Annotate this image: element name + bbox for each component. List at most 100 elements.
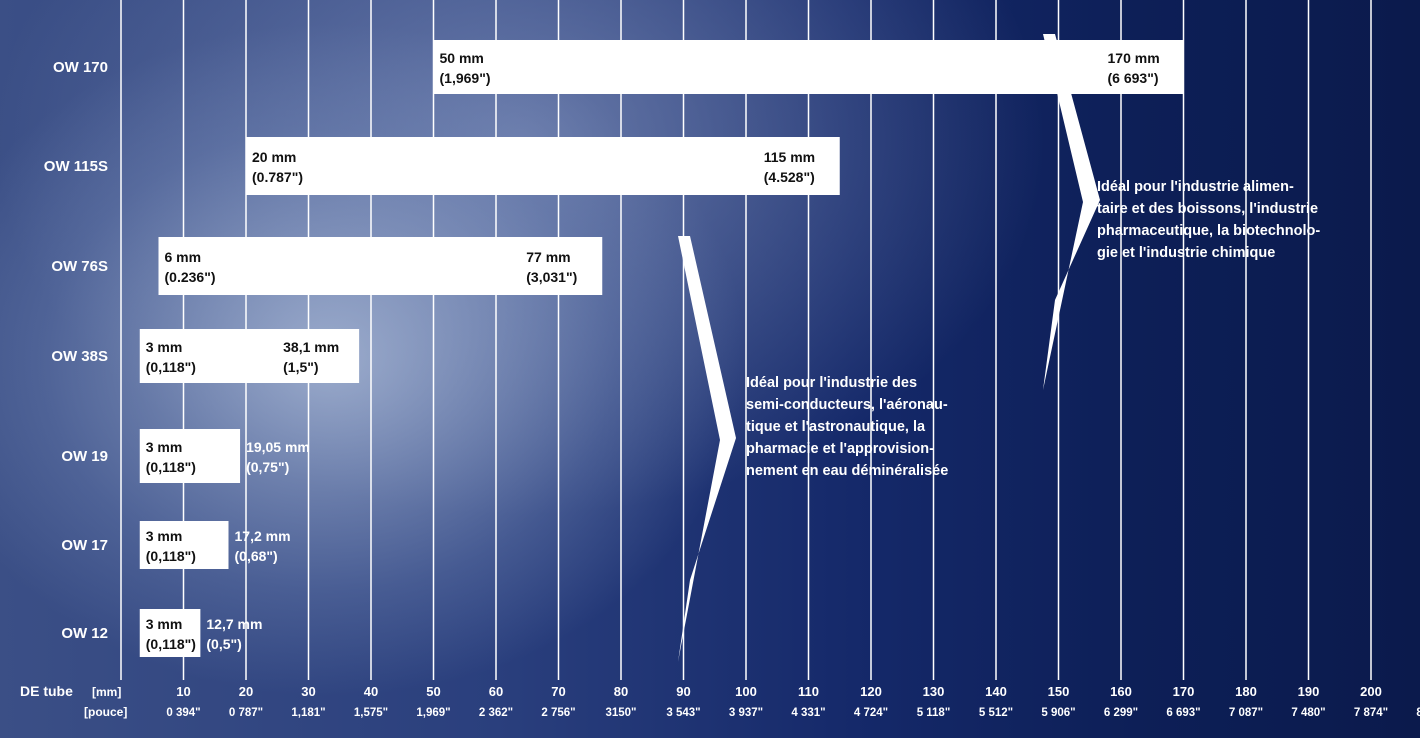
range-bar (139, 429, 241, 483)
callout-line: pharmaceutique, la biotechnolo- (1097, 223, 1321, 239)
max-value-label: 12,7 mm (206, 616, 262, 632)
min-value-label: (0,118") (146, 548, 196, 564)
tick-label-inch: 5 512" (979, 707, 1013, 719)
max-value-label: (6 693") (1108, 70, 1159, 86)
min-value-label: 6 mm (165, 249, 202, 265)
tick-label-mm: 70 (551, 684, 565, 699)
max-value-label: (1,5") (283, 359, 318, 375)
chevron-arrow-upper (1043, 34, 1100, 390)
callout-line: nement en eau déminéralisée (746, 463, 949, 479)
row-label: OW 17 (61, 537, 108, 554)
range-bar (139, 609, 201, 657)
tick-label-inch: 6 693" (1166, 707, 1200, 719)
tick-labels: 10 0 394" 20 0 787" 30 1,181" 40 1,575" 50 1,969"… (166, 684, 1420, 719)
min-value-label: (0.236") (165, 269, 216, 285)
tick-label-inch: 2 756" (541, 707, 575, 719)
max-value-label: (0,75") (246, 459, 289, 475)
tick-label-mm: 110 (798, 684, 819, 699)
bars: 50 mm (1,969") 170 mm (6 693") 20 mm (0.787")… (139, 40, 1184, 657)
tick-label-mm: 130 (923, 684, 945, 699)
tick-label-mm: 80 (614, 684, 628, 699)
tick-label-mm: 40 (364, 684, 378, 699)
tick-label-inch: 7 874" (1354, 707, 1388, 719)
callout-line: gie et l'industrie chimique (1097, 245, 1276, 261)
tick-label-mm: 180 (1235, 684, 1257, 699)
max-value-label: 19,05 mm (246, 439, 310, 455)
tick-label-mm: 190 (1298, 684, 1320, 699)
range-bar (158, 237, 603, 295)
row-label: OW 76S (51, 258, 108, 275)
callout-line: Idéal pour l'industrie alimen- (1097, 179, 1294, 195)
tick-label-inch: 4 331" (791, 707, 825, 719)
chevron-arrow-lower (678, 236, 736, 662)
max-value-label: (0,5") (206, 636, 241, 652)
tick-label-inch: 0 394" (166, 707, 200, 719)
range-bar (433, 40, 1184, 94)
min-value-label: 3 mm (146, 439, 183, 455)
tick-label-mm: 60 (489, 684, 503, 699)
row-label: OW 115S (44, 158, 108, 175)
max-value-label: 17,2 mm (235, 528, 291, 544)
callout-semiconductor: Idéal pour l'industrie des semi-conducte… (746, 372, 1046, 482)
min-value-label: (0,118") (146, 359, 196, 375)
tick-label-mm: 200 (1360, 684, 1382, 699)
max-value-label: 77 mm (526, 249, 570, 265)
range-bar (246, 137, 840, 195)
tick-label-inch: 3 937" (729, 707, 763, 719)
max-value-label: 38,1 mm (283, 339, 339, 355)
tick-label-inch: 8 268" (1416, 707, 1420, 719)
tick-label-mm: 170 (1173, 684, 1195, 699)
min-value-label: 3 mm (146, 616, 183, 632)
row-labels: OW 170 OW 115S OW 76S OW 38S OW 19 OW 17 OW 12 (44, 59, 108, 642)
row-label: OW 12 (61, 625, 108, 642)
tick-label-inch: 5 118" (917, 707, 951, 719)
x-axis-title: DE tube (20, 683, 73, 699)
tick-label-mm: 50 (426, 684, 440, 699)
min-value-label: (1,969") (440, 70, 491, 86)
tick-label-inch: 3150" (605, 707, 636, 719)
tick-label-mm: 20 (239, 684, 253, 699)
tick-label-mm: 90 (676, 684, 690, 699)
tick-label-inch: 6 299" (1104, 707, 1138, 719)
callout-chevrons (678, 34, 1100, 662)
min-value-label: 50 mm (440, 50, 484, 66)
tick-label-inch: 2 362" (479, 707, 513, 719)
callout-line: tique et l'astronautique, la (746, 419, 926, 435)
tick-label-inch: 7 087" (1229, 707, 1263, 719)
min-value-label: 20 mm (252, 149, 296, 165)
max-value-label: 170 mm (1108, 50, 1160, 66)
max-value-label: (0,68") (235, 548, 278, 564)
tick-label-inch: 3 543" (666, 707, 700, 719)
min-value-label: (0,118") (146, 459, 196, 475)
tick-label-inch: 1,181" (291, 707, 325, 719)
min-value-label: (0.787") (252, 169, 303, 185)
gridlines (182, 0, 1372, 680)
unit-mm-label: [mm] (92, 685, 121, 699)
tick-label-inch: 1,575" (354, 707, 388, 719)
tick-label-inch: 5 906" (1041, 707, 1075, 719)
row-label: OW 19 (61, 448, 108, 465)
callout-food-pharma: Idéal pour l'industrie alimen- taire et … (1097, 176, 1417, 264)
range-bar (139, 329, 360, 383)
tick-label-mm: 160 (1110, 684, 1132, 699)
tick-label-mm: 120 (860, 684, 882, 699)
callout-line: Idéal pour l'industrie des (746, 375, 918, 391)
tick-label-inch: 1,969" (416, 707, 450, 719)
tick-label-mm: 10 (176, 684, 190, 699)
callout-line: semi-conducteurs, l'aéronau- (746, 397, 948, 413)
row-label: OW 38S (51, 348, 108, 365)
tick-label-mm: 150 (1048, 684, 1070, 699)
tick-label-mm: 100 (735, 684, 757, 699)
min-value-label: 3 mm (146, 528, 183, 544)
tick-label-inch: 0 787" (229, 707, 263, 719)
tick-label-mm: 140 (985, 684, 1007, 699)
min-value-label: 3 mm (146, 339, 183, 355)
range-bar (139, 521, 229, 569)
max-value-label: (4.528") (764, 169, 815, 185)
unit-inch-label: [pouce] (84, 705, 127, 719)
min-value-label: (0,118") (146, 636, 196, 652)
callout-line: taire et des boissons, l'industrie (1097, 201, 1319, 217)
row-label: OW 170 (53, 59, 108, 76)
callout-line: pharmacie et l'approvision- (746, 441, 934, 457)
